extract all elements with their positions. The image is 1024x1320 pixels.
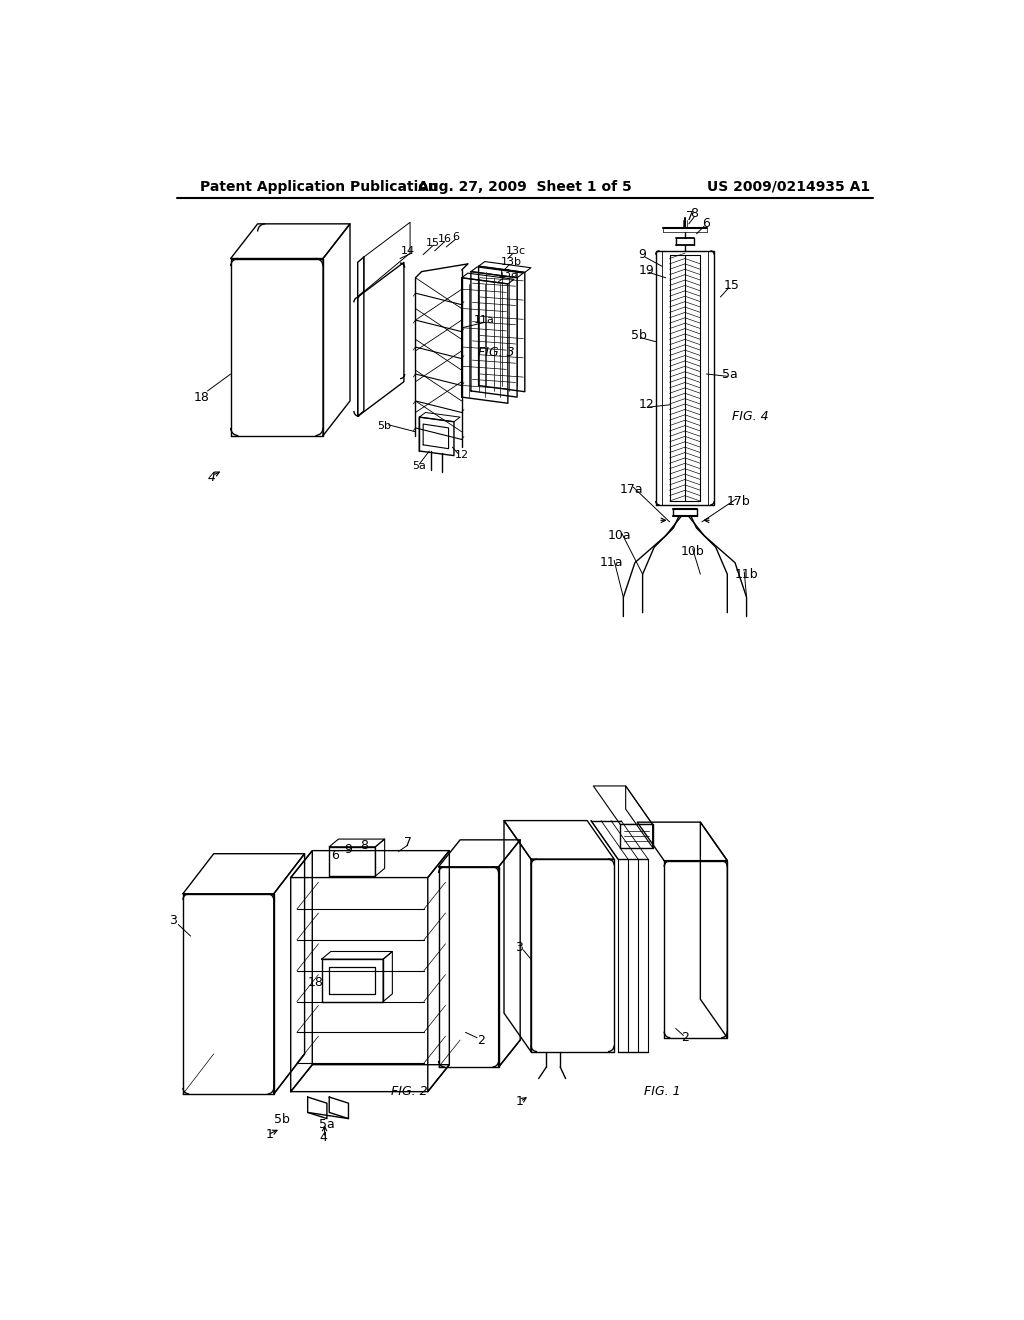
Text: Patent Application Publication: Patent Application Publication [200, 180, 437, 194]
Text: US 2009/0214935 A1: US 2009/0214935 A1 [707, 180, 869, 194]
Text: 8: 8 [359, 838, 368, 851]
Text: 16: 16 [437, 234, 452, 244]
Text: 13a: 13a [498, 269, 518, 279]
Text: 1: 1 [515, 1096, 523, 1109]
Text: 10a: 10a [607, 529, 632, 543]
Text: 9: 9 [639, 248, 646, 261]
Text: 10b: 10b [681, 545, 705, 557]
Text: FIG. 1: FIG. 1 [643, 1085, 680, 1098]
Text: 7: 7 [403, 836, 412, 849]
Text: 13b: 13b [501, 257, 522, 268]
Text: 12: 12 [455, 450, 469, 459]
Text: Aug. 27, 2009  Sheet 1 of 5: Aug. 27, 2009 Sheet 1 of 5 [418, 180, 632, 194]
Text: 5a: 5a [722, 367, 737, 380]
Text: 3: 3 [169, 915, 177, 927]
Text: 2: 2 [681, 1031, 689, 1044]
Text: 12: 12 [639, 399, 654, 412]
Text: 17a: 17a [620, 483, 643, 496]
Text: 19: 19 [639, 264, 654, 277]
Text: 5b: 5b [631, 329, 647, 342]
Text: 7: 7 [686, 210, 694, 223]
Text: 5b: 5b [273, 1113, 290, 1126]
Text: 11b: 11b [735, 568, 759, 581]
Text: 2: 2 [477, 1034, 484, 1047]
Text: 4: 4 [208, 471, 215, 484]
Text: FIG. 3: FIG. 3 [478, 346, 515, 359]
Text: 13c: 13c [506, 246, 525, 256]
Text: 6: 6 [702, 218, 711, 231]
Text: 5b: 5b [378, 421, 391, 432]
Text: 14: 14 [400, 246, 415, 256]
Text: 1: 1 [265, 1129, 273, 1142]
Text: 18: 18 [307, 975, 324, 989]
Text: 4: 4 [319, 1131, 327, 1144]
Text: 3: 3 [515, 941, 523, 954]
Text: 17b: 17b [727, 495, 751, 508]
Text: FIG. 2: FIG. 2 [391, 1085, 428, 1098]
Text: FIG. 4: FIG. 4 [732, 409, 769, 422]
Text: 5a: 5a [319, 1118, 335, 1131]
Text: 15: 15 [723, 279, 739, 292]
Text: 9: 9 [344, 842, 352, 855]
Text: 6: 6 [452, 232, 459, 242]
Text: 11a: 11a [474, 315, 496, 325]
Text: 6: 6 [331, 849, 339, 862]
Text: 11a: 11a [600, 556, 624, 569]
Text: 15: 15 [426, 238, 440, 248]
Text: 5a: 5a [413, 462, 426, 471]
Text: 8: 8 [690, 207, 698, 220]
Text: 18: 18 [194, 391, 209, 404]
